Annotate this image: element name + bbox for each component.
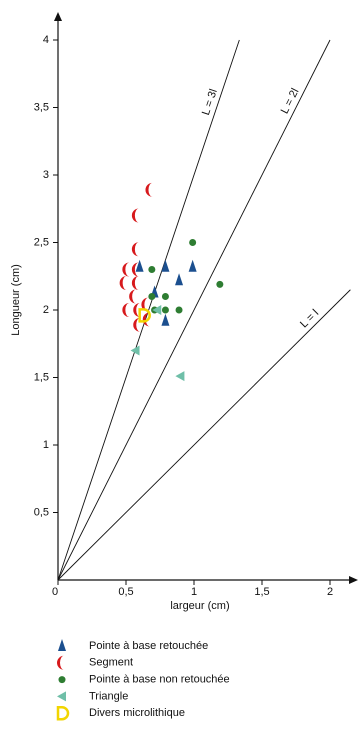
data-point (145, 182, 153, 197)
reference-line (57, 39, 331, 581)
x-tick-label: 0,5 (118, 586, 133, 598)
y-tick-label: 1 (43, 439, 49, 451)
legend-label: Triangle (89, 690, 128, 702)
y-tick-label: 2 (43, 304, 49, 316)
data-point (133, 303, 141, 317)
data-point (130, 345, 140, 356)
y-tick-label: 4 (43, 34, 49, 46)
y-tick-label: 3 (43, 169, 49, 181)
data-point (161, 313, 170, 326)
legend-label: Pointe à base retouchée (89, 640, 208, 652)
data-point (119, 276, 127, 290)
data-point (131, 208, 139, 223)
data-point (161, 306, 169, 314)
x-tick-label: 0 (52, 586, 58, 598)
reference-line-label: L = 2l (279, 86, 302, 115)
y-tick-label: 1,5 (34, 371, 49, 383)
legend-marker (56, 705, 70, 721)
data-point (175, 306, 183, 314)
legend-marker (58, 676, 66, 684)
data-point (142, 312, 150, 327)
data-point (152, 305, 162, 315)
data-point (131, 276, 139, 290)
data-point (135, 259, 144, 272)
legend-marker (58, 639, 66, 651)
data-point (188, 259, 197, 272)
data-point (122, 262, 130, 277)
x-tick-label: 1 (191, 586, 197, 598)
reference-line (57, 39, 240, 581)
y-tick-label: 3,5 (34, 101, 49, 113)
data-point (129, 289, 137, 304)
x-axis-label: largeur (cm) (170, 600, 229, 612)
data-point (133, 317, 141, 332)
y-tick-label: 2,5 (34, 236, 49, 248)
x-axis-arrow (349, 576, 358, 584)
data-point (161, 259, 170, 272)
data-point (175, 273, 184, 286)
data-point (122, 303, 130, 317)
reference-line-label: L = l (298, 307, 321, 330)
reference-line (57, 289, 351, 581)
data-point (131, 262, 139, 277)
y-axis-arrow (54, 12, 62, 21)
data-point (148, 266, 156, 273)
legend-marker (57, 655, 64, 670)
data-point (189, 239, 197, 246)
data-point (148, 293, 156, 300)
data-point (175, 371, 185, 382)
data-point (141, 297, 149, 312)
y-tick-label: 0,5 (34, 506, 49, 518)
reference-line-label: L = 3l (200, 88, 220, 117)
data-point (161, 293, 169, 300)
data-point (131, 242, 139, 257)
data-point (216, 280, 224, 288)
data-point (138, 308, 151, 323)
x-tick-label: 1,5 (254, 586, 269, 598)
legend-label: Pointe à base non retouchée (89, 674, 230, 686)
legend-label: Divers microlithique (89, 707, 185, 719)
legend-label: Segment (89, 657, 133, 669)
legend-marker (57, 691, 66, 702)
x-tick-label: 2 (327, 586, 333, 598)
y-axis-label: Longueur (cm) (10, 264, 22, 336)
